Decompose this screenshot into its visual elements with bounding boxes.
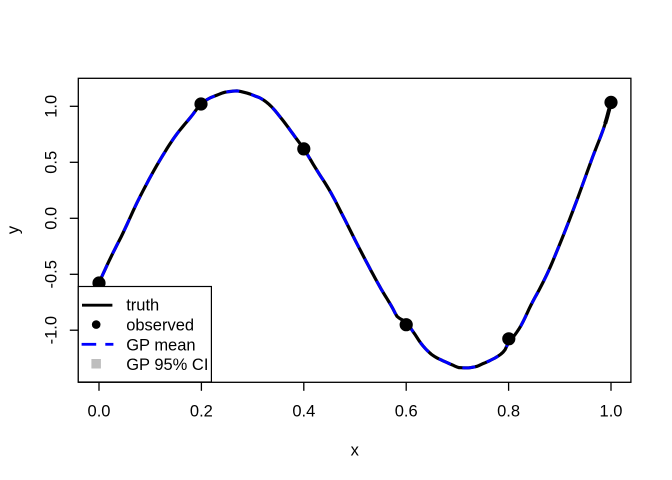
- svg-text:0.2: 0.2: [190, 402, 213, 420]
- svg-text:-0.5: -0.5: [43, 260, 61, 288]
- svg-text:0.6: 0.6: [395, 402, 418, 420]
- svg-text:observed: observed: [126, 317, 194, 335]
- svg-text:GP 95% CI: GP 95% CI: [126, 356, 208, 374]
- svg-text:x: x: [351, 441, 360, 459]
- svg-text:0.8: 0.8: [497, 402, 520, 420]
- svg-text:0.5: 0.5: [43, 151, 61, 174]
- svg-text:GP mean: GP mean: [126, 336, 195, 354]
- svg-text:1.0: 1.0: [600, 402, 623, 420]
- svg-text:y: y: [5, 225, 23, 234]
- svg-text:truth: truth: [126, 297, 159, 315]
- svg-text:0.0: 0.0: [43, 207, 61, 230]
- svg-text:1.0: 1.0: [43, 95, 61, 118]
- svg-text:0.0: 0.0: [88, 402, 111, 420]
- svg-text:0.4: 0.4: [292, 402, 315, 420]
- svg-text:-1.0: -1.0: [43, 316, 61, 344]
